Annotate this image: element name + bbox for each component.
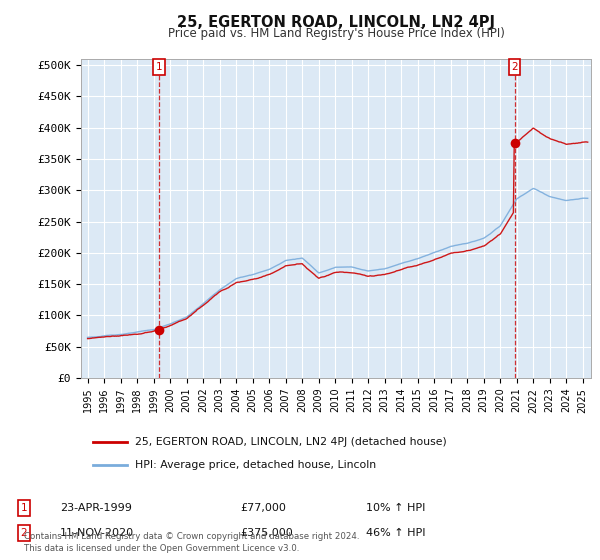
Text: £375,000: £375,000: [240, 528, 293, 538]
Text: 10% ↑ HPI: 10% ↑ HPI: [366, 503, 425, 513]
Text: £77,000: £77,000: [240, 503, 286, 513]
Text: 2: 2: [511, 62, 518, 72]
Text: 23-APR-1999: 23-APR-1999: [60, 503, 132, 513]
Text: 2: 2: [20, 528, 28, 538]
Text: HPI: Average price, detached house, Lincoln: HPI: Average price, detached house, Linc…: [135, 460, 376, 470]
Text: Price paid vs. HM Land Registry's House Price Index (HPI): Price paid vs. HM Land Registry's House …: [167, 27, 505, 40]
Text: 1: 1: [155, 62, 162, 72]
Text: 25, EGERTON ROAD, LINCOLN, LN2 4PJ: 25, EGERTON ROAD, LINCOLN, LN2 4PJ: [177, 15, 495, 30]
Text: 46% ↑ HPI: 46% ↑ HPI: [366, 528, 425, 538]
Text: 25, EGERTON ROAD, LINCOLN, LN2 4PJ (detached house): 25, EGERTON ROAD, LINCOLN, LN2 4PJ (deta…: [135, 437, 446, 447]
Text: 11-NOV-2020: 11-NOV-2020: [60, 528, 134, 538]
Text: 1: 1: [20, 503, 28, 513]
Text: Contains HM Land Registry data © Crown copyright and database right 2024.
This d: Contains HM Land Registry data © Crown c…: [24, 533, 359, 553]
